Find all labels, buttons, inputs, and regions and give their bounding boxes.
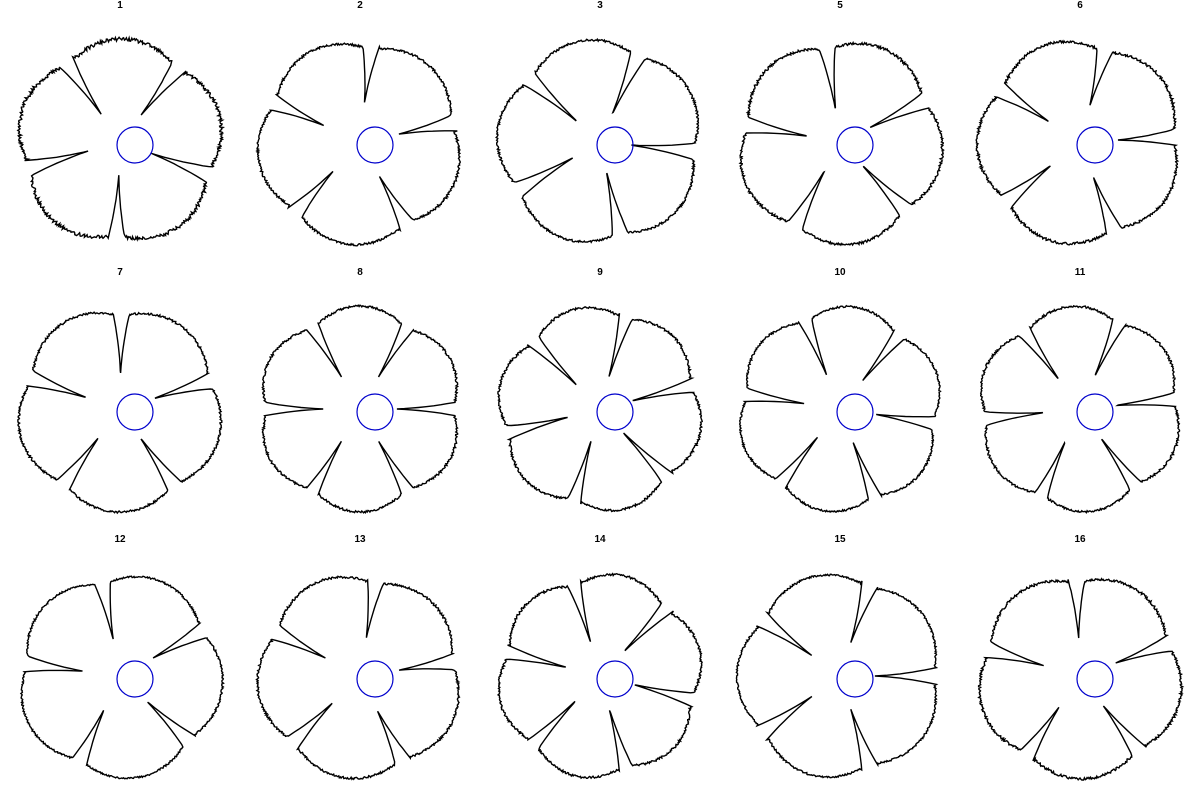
panel-title: 10 xyxy=(834,267,846,278)
flower-svg xyxy=(975,39,1180,246)
flower-panel: 8 xyxy=(240,267,480,534)
center-circle xyxy=(1076,126,1114,164)
flower-outline xyxy=(495,37,700,244)
center-circle xyxy=(116,126,154,164)
center-circle xyxy=(1076,393,1114,431)
flower-svg xyxy=(979,304,1181,514)
flower-outline xyxy=(255,42,462,247)
flower-panel: 7 xyxy=(0,267,240,534)
center-circle xyxy=(116,393,154,431)
flower-svg xyxy=(17,311,223,515)
center-circle xyxy=(116,660,154,698)
flower-outline xyxy=(979,304,1181,514)
flower-panel: 13 xyxy=(240,534,480,801)
flower-outline xyxy=(975,39,1180,246)
center-circle xyxy=(596,393,634,431)
flower-outline xyxy=(19,575,225,780)
panel-title: 1 xyxy=(117,0,123,11)
flower-svg xyxy=(497,305,704,513)
flower-panel: 2 xyxy=(240,0,480,267)
flower-panel: 11 xyxy=(960,267,1200,534)
center-circle xyxy=(356,393,394,431)
panel-title: 2 xyxy=(357,0,363,11)
flower-outline xyxy=(735,573,939,779)
flower-svg xyxy=(735,573,939,779)
flower-svg xyxy=(255,42,462,247)
panel-title: 5 xyxy=(837,0,843,11)
flower-outline xyxy=(738,304,942,514)
flower-outline xyxy=(977,577,1185,781)
panel-title: 12 xyxy=(114,534,126,545)
center-circle xyxy=(836,126,874,164)
flower-outline xyxy=(496,572,703,780)
panel-title: 15 xyxy=(834,534,846,545)
flower-svg xyxy=(977,577,1185,781)
flower-svg xyxy=(261,304,460,514)
flower-svg xyxy=(496,572,703,780)
flower-outline xyxy=(261,304,460,514)
flower-panel: 14 xyxy=(480,534,720,801)
center-circle xyxy=(836,393,874,431)
flower-outline xyxy=(16,35,226,242)
flower-panel: 9 xyxy=(480,267,720,534)
panel-title: 16 xyxy=(1074,534,1086,545)
center-circle xyxy=(356,126,394,164)
flower-panel: 3 xyxy=(480,0,720,267)
flower-svg xyxy=(16,35,226,242)
flower-panel: 12 xyxy=(0,534,240,801)
panel-title: 13 xyxy=(354,534,366,545)
flower-svg xyxy=(255,575,461,781)
flower-panel: 5 xyxy=(720,0,960,267)
center-circle xyxy=(596,660,634,698)
panel-title: 3 xyxy=(597,0,603,11)
panel-title: 6 xyxy=(1077,0,1083,11)
flower-panel: 1 xyxy=(0,0,240,267)
flower-panel: 10 xyxy=(720,267,960,534)
panel-title: 9 xyxy=(597,267,603,278)
center-circle xyxy=(596,126,634,164)
panel-title: 8 xyxy=(357,267,363,278)
center-circle xyxy=(836,660,874,698)
flower-outline xyxy=(738,40,945,247)
flower-svg xyxy=(19,575,225,780)
center-circle xyxy=(1076,660,1114,698)
flower-svg xyxy=(738,304,942,514)
flower-outline xyxy=(255,575,461,781)
flower-panel: 16 xyxy=(960,534,1200,801)
flower-svg xyxy=(495,37,700,244)
center-circle xyxy=(356,660,394,698)
panel-title: 14 xyxy=(594,534,606,545)
flower-outline xyxy=(497,305,704,513)
panel-title: 7 xyxy=(117,267,123,278)
flower-outline xyxy=(17,311,223,515)
panel-title: 11 xyxy=(1074,267,1086,278)
flower-panel: 15 xyxy=(720,534,960,801)
flower-panel: 6 xyxy=(960,0,1200,267)
flower-svg xyxy=(738,40,945,247)
